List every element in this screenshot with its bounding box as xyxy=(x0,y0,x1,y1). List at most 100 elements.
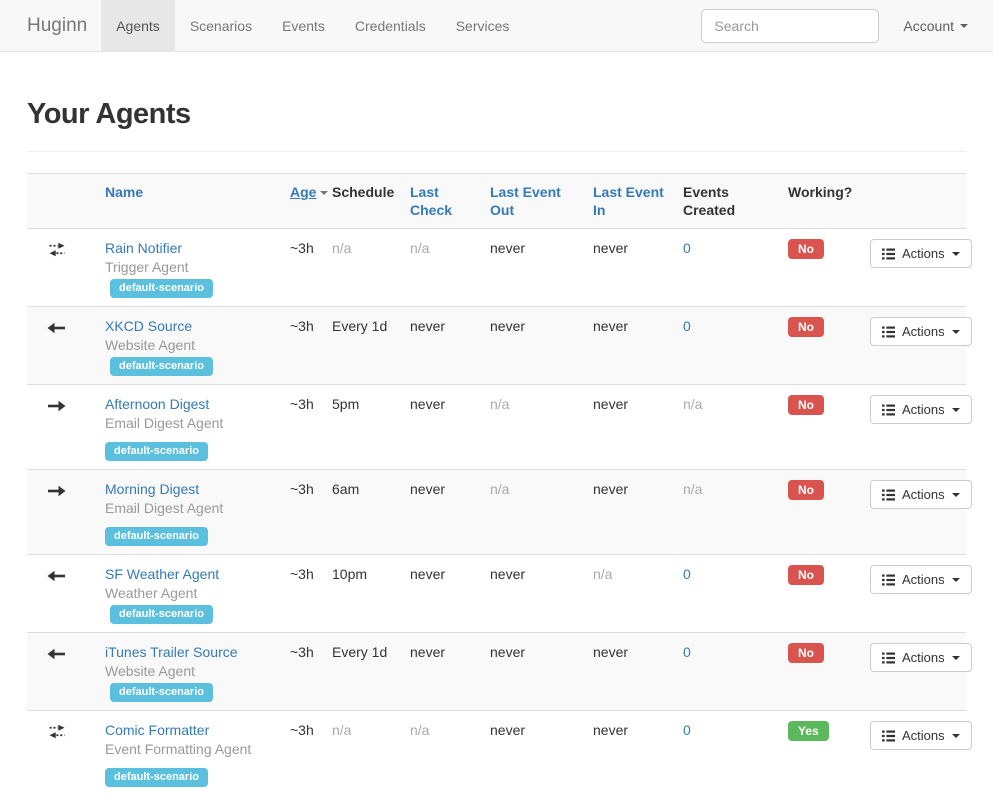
scenario-badge[interactable]: default-scenario xyxy=(110,279,213,298)
agent-name-link[interactable]: Morning Digest xyxy=(105,481,199,497)
actions-button[interactable]: Actions xyxy=(870,239,972,268)
actions-button-label: Actions xyxy=(902,650,945,665)
nav-item-services[interactable]: Services xyxy=(441,0,525,51)
chevron-down-icon xyxy=(952,493,960,497)
header-age-label[interactable]: Age xyxy=(290,184,316,200)
header-icon-column xyxy=(27,174,97,229)
actions-button[interactable]: Actions xyxy=(870,395,972,424)
cell-last-event-in: never xyxy=(585,307,675,385)
table-row: Rain Notifier Trigger Agent default-scena… xyxy=(27,229,966,307)
brand-link[interactable]: Huginn xyxy=(0,0,101,51)
header-last-event-out[interactable]: Last Event Out xyxy=(482,174,585,229)
navbar-right: Account xyxy=(701,0,993,51)
table-row: iTunes Trailer Source Website Agentdefau… xyxy=(27,633,966,711)
cell-last-event-in: never xyxy=(585,711,675,795)
flow-icon-cell xyxy=(27,711,97,795)
cell-schedule: Every 1d xyxy=(324,633,402,711)
cell-last-event-in: never xyxy=(585,470,675,555)
scenario-badges: default-scenario xyxy=(105,682,213,698)
cell-last-check: n/a xyxy=(402,711,482,795)
actions-button-label: Actions xyxy=(902,246,945,261)
actions-button[interactable]: Actions xyxy=(870,721,972,750)
nav-item-events[interactable]: Events xyxy=(267,0,340,51)
exchange-icon xyxy=(47,724,67,744)
header-last-check[interactable]: Last Check xyxy=(402,174,482,229)
cell-last-event-in: never xyxy=(585,229,675,307)
table-row: Morning Digest Email Digest Agent default… xyxy=(27,470,966,555)
events-created-link[interactable]: 0 xyxy=(683,318,691,334)
flow-icon-cell xyxy=(27,470,97,555)
actions-button[interactable]: Actions xyxy=(870,565,972,594)
top-navbar: Huginn Agents Scenarios Events Credentia… xyxy=(0,0,993,52)
header-last-event-in[interactable]: Last Event In xyxy=(585,174,675,229)
scenario-badge[interactable]: default-scenario xyxy=(105,768,208,787)
agent-name-link[interactable]: iTunes Trailer Source xyxy=(105,644,238,660)
cell-schedule: 10pm xyxy=(324,555,402,633)
agent-name-link[interactable]: Rain Notifier xyxy=(105,240,182,256)
actions-cell: Actions xyxy=(862,555,966,633)
cell-age: ~3h xyxy=(282,633,324,711)
arrow-left-icon xyxy=(47,320,66,339)
exchange-icon xyxy=(47,242,67,262)
cell-schedule: n/a xyxy=(324,711,402,795)
header-name[interactable]: Name xyxy=(97,174,282,229)
nav-item-scenarios[interactable]: Scenarios xyxy=(175,0,267,51)
flow-icon-cell xyxy=(27,229,97,307)
nav-item-credentials[interactable]: Credentials xyxy=(340,0,441,51)
chevron-down-icon xyxy=(952,656,960,660)
chevron-down-icon xyxy=(960,24,968,28)
agent-type-label: Website Agent xyxy=(105,337,195,353)
header-actions-column xyxy=(862,174,966,229)
actions-button[interactable]: Actions xyxy=(870,480,972,509)
agent-type-label: Trigger Agent xyxy=(105,259,189,275)
list-icon xyxy=(882,652,895,664)
actions-cell: Actions xyxy=(862,470,966,555)
agent-name-link[interactable]: SF Weather Agent xyxy=(105,566,219,582)
agent-name-link[interactable]: Comic Formatter xyxy=(105,722,209,738)
events-created-link[interactable]: 0 xyxy=(683,722,691,738)
events-created-link[interactable]: 0 xyxy=(683,566,691,582)
table-row: SF Weather Agent Weather Agentdefault-sc… xyxy=(27,555,966,633)
nav-item-agents[interactable]: Agents xyxy=(101,0,175,51)
cell-working: No xyxy=(780,385,862,470)
actions-cell: Actions xyxy=(862,633,966,711)
flow-icon-cell xyxy=(27,633,97,711)
agent-name-link[interactable]: XKCD Source xyxy=(105,318,192,334)
cell-events-created: n/a xyxy=(675,385,780,470)
agent-type-label: Email Digest Agent xyxy=(105,500,223,516)
agent-name-link[interactable]: Afternoon Digest xyxy=(105,396,209,412)
working-status-badge: No xyxy=(788,317,824,337)
scenario-badge[interactable]: default-scenario xyxy=(110,605,213,624)
cell-events-created: 0 xyxy=(675,229,780,307)
events-created-link[interactable]: 0 xyxy=(683,644,691,660)
cell-last-event-out: never xyxy=(482,307,585,385)
header-age[interactable]: Age xyxy=(282,174,324,229)
actions-button[interactable]: Actions xyxy=(870,643,972,672)
list-icon xyxy=(882,326,895,338)
cell-schedule: 5pm xyxy=(324,385,402,470)
name-cell: Morning Digest Email Digest Agent default… xyxy=(97,470,282,555)
account-label: Account xyxy=(903,18,954,34)
list-icon xyxy=(882,404,895,416)
cell-working: Yes xyxy=(780,711,862,795)
cell-working: No xyxy=(780,555,862,633)
cell-age: ~3h xyxy=(282,307,324,385)
scenario-badge[interactable]: default-scenario xyxy=(105,527,208,546)
account-dropdown[interactable]: Account xyxy=(903,18,968,34)
sort-desc-icon xyxy=(320,191,328,195)
scenario-badge[interactable]: default-scenario xyxy=(110,683,213,702)
scenario-badge[interactable]: default-scenario xyxy=(105,442,208,461)
events-created-link[interactable]: 0 xyxy=(683,240,691,256)
actions-button[interactable]: Actions xyxy=(870,317,972,346)
header-schedule: Schedule xyxy=(324,174,402,229)
cell-last-event-out: never xyxy=(482,711,585,795)
flow-icon-cell xyxy=(27,307,97,385)
scenario-badge[interactable]: default-scenario xyxy=(110,357,213,376)
cell-schedule: n/a xyxy=(324,229,402,307)
cell-age: ~3h xyxy=(282,711,324,795)
flow-icon-cell xyxy=(27,555,97,633)
cell-events-created: 0 xyxy=(675,633,780,711)
search-input[interactable] xyxy=(701,9,879,43)
